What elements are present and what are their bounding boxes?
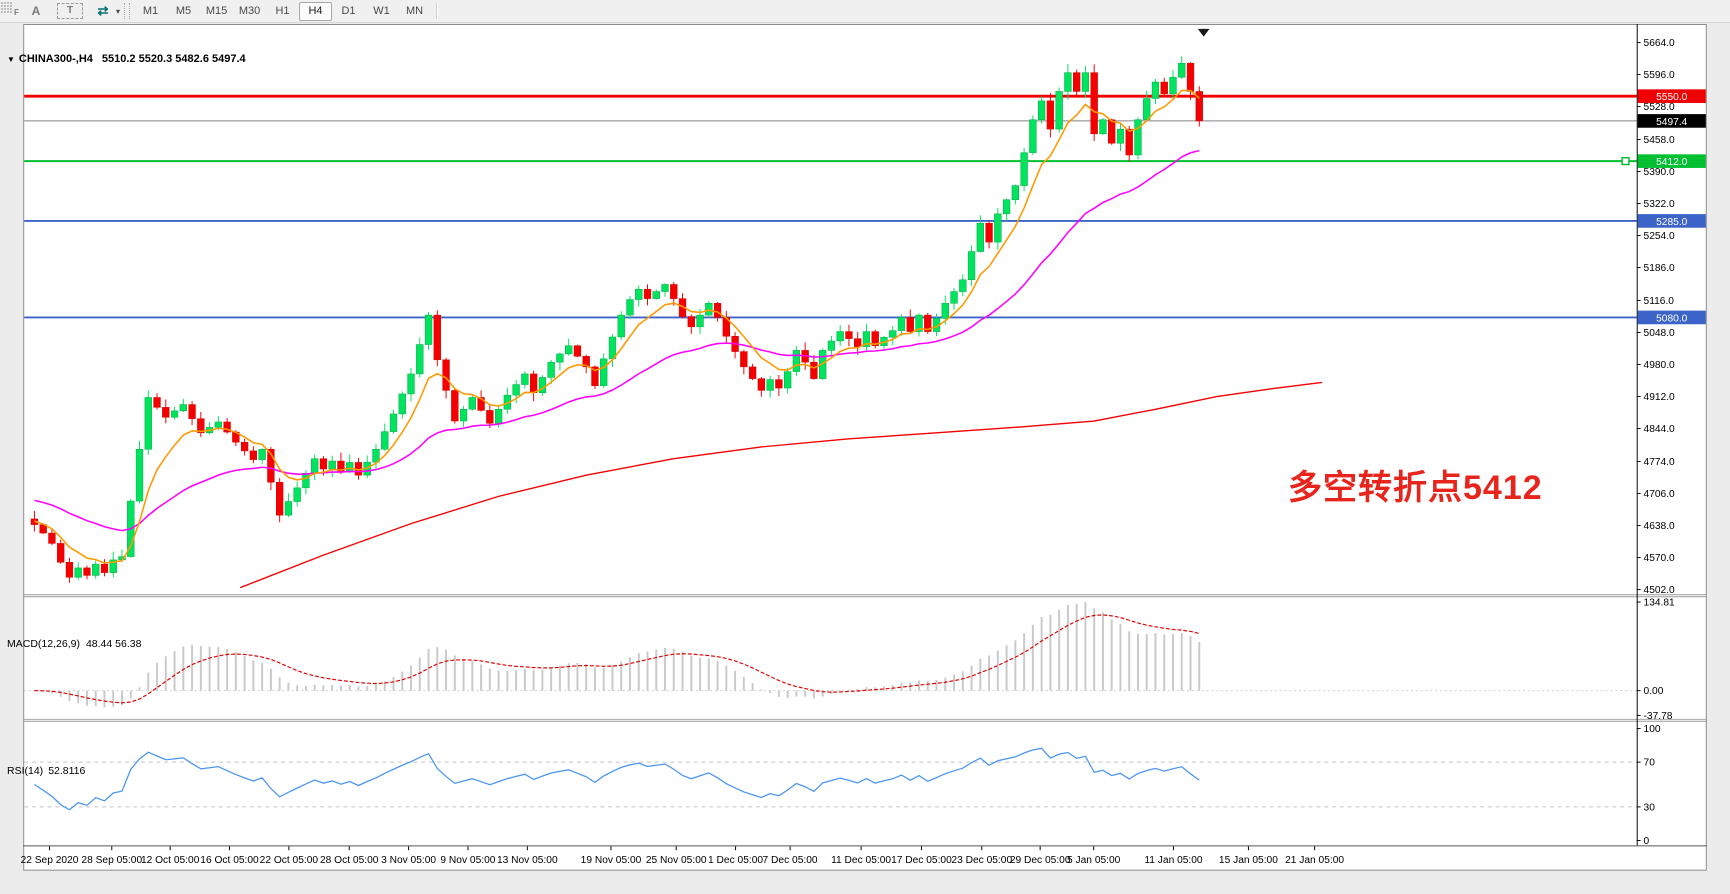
timeframe-button-mn[interactable]: MN <box>398 2 431 21</box>
svg-text:4502.0: 4502.0 <box>1644 585 1676 596</box>
svg-text:4570.0: 4570.0 <box>1644 553 1676 564</box>
dotted-grid-glyph: F <box>1 2 19 16</box>
svg-text:28 Oct 05:00: 28 Oct 05:00 <box>320 855 379 866</box>
svg-text:0.00: 0.00 <box>1644 686 1664 697</box>
price-badge-text: 5080.0 <box>1656 313 1688 324</box>
svg-text:1 Dec 05:00: 1 Dec 05:00 <box>708 855 763 866</box>
timeframe-button-h4[interactable]: H4 <box>299 1 333 21</box>
svg-text:11 Dec 05:00: 11 Dec 05:00 <box>831 855 891 866</box>
price-badge-5412.0: 5412.0 <box>1637 154 1706 168</box>
svg-text:4774.0: 4774.0 <box>1644 457 1676 468</box>
svg-text:5186.0: 5186.0 <box>1644 263 1676 274</box>
svg-text:70: 70 <box>1644 758 1656 769</box>
ma-fast-line <box>34 89 1200 564</box>
text-box-t-icon[interactable]: T <box>57 3 83 19</box>
svg-text:4638.0: 4638.0 <box>1644 521 1676 532</box>
svg-text:4706.0: 4706.0 <box>1644 489 1676 500</box>
timeframe-button-d1[interactable]: D1 <box>332 2 365 21</box>
shift-marker-icon[interactable] <box>1197 28 1210 37</box>
dotted-grid-f-icon[interactable]: F <box>1 2 21 20</box>
svg-text:11 Jan 05:00: 11 Jan 05:00 <box>1144 855 1203 866</box>
svg-text:5116.0: 5116.0 <box>1644 296 1675 307</box>
svg-text:13 Nov 05:00: 13 Nov 05:00 <box>497 855 558 866</box>
chart-canvas[interactable]: 5664.0 5596.0 5528.0 5458.0 5390.0 5322.0 5254… <box>0 24 1730 894</box>
svg-text:5048.0: 5048.0 <box>1644 328 1676 339</box>
price-axis[interactable] <box>1659 48 1730 893</box>
price-badge-5285.0: 5285.0 <box>1637 214 1706 228</box>
timeframe-button-group: M1 M5 M15 M30 H1 H4 D1 W1 MN <box>134 1 431 21</box>
svg-text:134.81: 134.81 <box>1644 597 1676 608</box>
toolbar-separator <box>436 3 439 19</box>
price-badge-5080.0: 5080.0 <box>1637 310 1706 324</box>
svg-text:5664.0: 5664.0 <box>1644 38 1676 49</box>
svg-text:9 Nov 05:00: 9 Nov 05:00 <box>440 855 495 866</box>
price-badge-text: 5550.0 <box>1656 92 1688 103</box>
svg-text:28 Sep 05:00: 28 Sep 05:00 <box>81 855 142 866</box>
svg-text:3 Nov 05:00: 3 Nov 05:00 <box>381 855 436 866</box>
svg-text:30: 30 <box>1644 802 1656 813</box>
svg-text:5458.0: 5458.0 <box>1644 135 1676 146</box>
timeframe-button-m15[interactable]: M15 <box>200 2 233 21</box>
price-badge-text: 5497.4 <box>1656 117 1688 128</box>
price-badge-5550.0: 5550.0 <box>1637 89 1706 103</box>
svg-text:19 Nov 05:00: 19 Nov 05:00 <box>581 855 642 866</box>
timeframe-button-h1[interactable]: H1 <box>266 2 299 21</box>
svg-text:4912.0: 4912.0 <box>1644 392 1676 403</box>
svg-text:5 Jan 05:00: 5 Jan 05:00 <box>1067 855 1121 866</box>
line-drag-handle[interactable] <box>1621 156 1630 166</box>
svg-text:F: F <box>14 8 19 16</box>
svg-text:16 Oct 05:00: 16 Oct 05:00 <box>200 855 259 866</box>
svg-text:7 Dec 05:00: 7 Dec 05:00 <box>763 855 818 866</box>
svg-text:22 Oct 05:00: 22 Oct 05:00 <box>260 855 319 866</box>
svg-text:-37.78: -37.78 <box>1644 711 1673 722</box>
svg-text:100: 100 <box>1644 724 1661 735</box>
macd-signal-line <box>34 614 1200 704</box>
svg-text:5322.0: 5322.0 <box>1644 199 1676 210</box>
ma-long-line <box>239 381 1322 589</box>
price-badge-text: 5412.0 <box>1656 157 1688 168</box>
text-a-icon[interactable]: A <box>31 4 41 18</box>
timeframe-button-m30[interactable]: M30 <box>233 2 266 21</box>
timeframe-button-m5[interactable]: M5 <box>167 2 200 21</box>
svg-text:4844.0: 4844.0 <box>1644 424 1676 435</box>
svg-text:25 Nov 05:00: 25 Nov 05:00 <box>646 855 707 866</box>
svg-text:0: 0 <box>1644 836 1650 847</box>
svg-text:21 Jan 05:00: 21 Jan 05:00 <box>1285 855 1344 866</box>
timeframe-button-w1[interactable]: W1 <box>365 2 398 21</box>
svg-text:23 Dec 05:00: 23 Dec 05:00 <box>951 855 1012 866</box>
ma-medium-line <box>34 149 1200 532</box>
svg-text:29 Dec 05:00: 29 Dec 05:00 <box>1010 855 1071 866</box>
svg-text:17 Dec 05:00: 17 Dec 05:00 <box>891 855 952 866</box>
svg-text:12 Oct 05:00: 12 Oct 05:00 <box>141 855 200 866</box>
toolbar-grip[interactable] <box>124 3 131 19</box>
svg-text:5254.0: 5254.0 <box>1644 231 1676 242</box>
toolbar: F A T ⇄ ▾ M1 M5 M15 M30 H1 H4 D1 W1 MN <box>0 0 1730 23</box>
chevron-down-icon[interactable]: ▾ <box>116 6 121 16</box>
price-badge-5497.4: 5497.4 <box>1637 114 1706 128</box>
swap-arrows-icon[interactable]: ⇄ <box>97 3 109 18</box>
svg-text:22 Sep 2020: 22 Sep 2020 <box>21 855 79 866</box>
svg-text:5528.0: 5528.0 <box>1644 102 1676 113</box>
timeframe-button-m1[interactable]: M1 <box>134 2 167 21</box>
svg-text:4980.0: 4980.0 <box>1644 360 1676 371</box>
price-badge-text: 5285.0 <box>1656 217 1688 228</box>
svg-text:5390.0: 5390.0 <box>1644 167 1676 178</box>
rsi-line <box>34 747 1200 811</box>
svg-text:15 Jan 05:00: 15 Jan 05:00 <box>1219 855 1278 866</box>
chart-window: 5664.0 5596.0 5528.0 5458.0 5390.0 5322.0 5254… <box>0 24 1730 894</box>
svg-text:5596.0: 5596.0 <box>1644 70 1676 81</box>
